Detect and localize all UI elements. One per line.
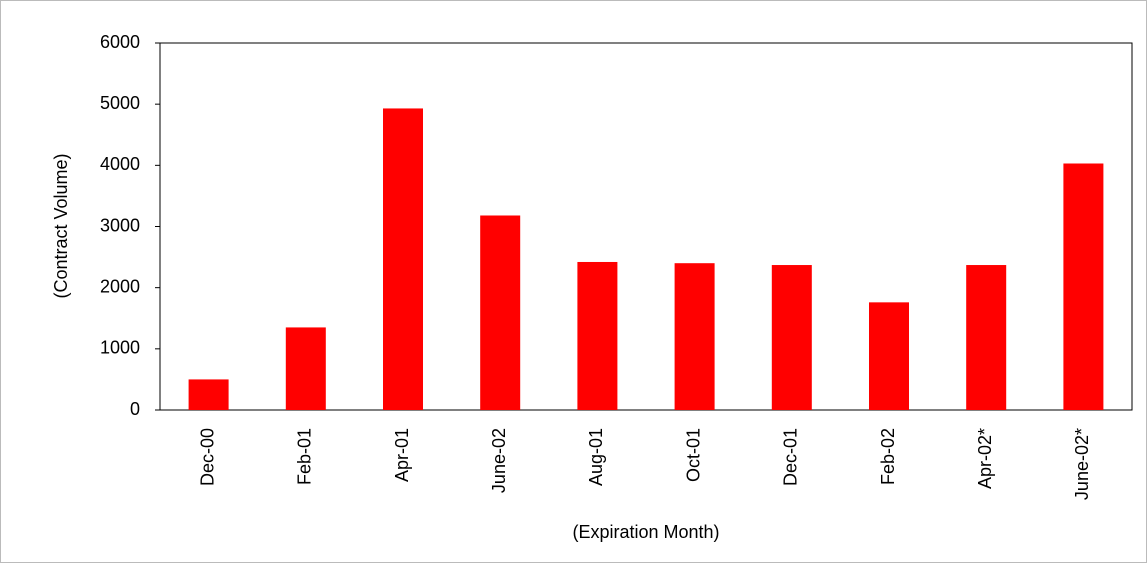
bar	[383, 108, 423, 410]
x-tick-label: June-02	[489, 428, 509, 493]
x-tick-label: Dec-01	[781, 428, 801, 486]
x-axis-label: (Expiration Month)	[572, 522, 719, 542]
bar	[1063, 163, 1104, 410]
y-tick-label: 2000	[100, 276, 140, 296]
bar	[869, 302, 909, 410]
y-tick-label: 6000	[100, 32, 140, 52]
bar	[771, 265, 812, 410]
y-tick-label: 3000	[100, 215, 140, 235]
x-tick-label: Apr-01	[392, 428, 412, 482]
x-tick-label: Feb-02	[878, 428, 898, 485]
y-tick-label: 1000	[100, 338, 140, 358]
y-axis-label: (Contract Volume)	[51, 153, 71, 298]
y-tick-label: 5000	[100, 93, 140, 113]
bar	[577, 261, 618, 410]
bar	[674, 263, 715, 410]
x-tick-label: Feb-01	[295, 428, 315, 485]
bar	[966, 265, 1007, 410]
y-tick-label: 0	[130, 399, 140, 419]
bar	[188, 379, 229, 410]
bar	[285, 327, 326, 410]
x-tick-label: Aug-01	[586, 428, 606, 486]
bar	[480, 215, 521, 410]
x-tick-label: June-02*	[1072, 428, 1092, 500]
x-tick-label: Oct-01	[683, 428, 703, 482]
y-tick-label: 4000	[100, 154, 140, 174]
x-tick-label: Dec-00	[197, 428, 217, 486]
x-tick-label: Apr-02*	[975, 428, 995, 489]
